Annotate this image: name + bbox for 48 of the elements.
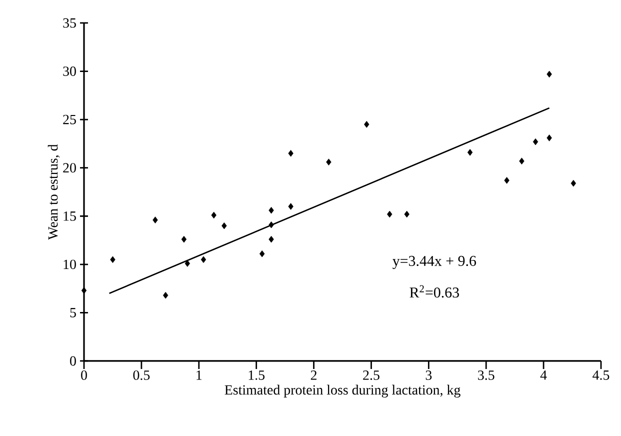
point [519,158,524,164]
point [467,148,473,156]
point [288,203,294,210]
x-tick-label: 1.5 [248,370,265,380]
x-tick-label: 2.5 [363,370,380,380]
y-tick-label: 10 [64,260,76,270]
y-tick-label: 5 [70,308,76,318]
point [184,260,190,267]
point [81,287,87,294]
annotation: y=3.44x + 9.6 [392,256,476,270]
point [268,221,274,228]
point [570,180,576,187]
point [546,134,552,142]
point [288,150,294,157]
point [259,250,265,258]
point [504,176,510,184]
x-tick-label: 3 [426,370,432,380]
point [546,70,552,78]
point [387,210,392,218]
point [211,212,216,219]
x-tick-label: 2 [310,370,316,380]
x-axis-title: Estimated protein loss during lactation, kg [224,384,460,398]
y-tick-label: 35 [63,18,76,28]
annotation: R$^{2}$=0.63 [410,285,459,298]
point [162,292,168,299]
point [200,256,206,263]
x-tick-label: 0 [81,370,87,380]
point [326,158,332,166]
point [222,222,227,230]
x-tick-label: 0.5 [133,370,150,380]
x-tick-label: 4.5 [592,370,610,380]
point [268,206,274,214]
point [532,138,538,146]
y-axis-title: Wean to estrus, d [48,144,60,240]
y-tick-label: 30 [63,66,76,76]
y-tick-label: 15 [64,211,76,221]
point [404,210,410,218]
point [152,216,158,224]
point [181,236,187,243]
y-tick-label: 25 [63,114,76,124]
x-tick-label: 4 [540,370,547,380]
y-tick-label: 20 [63,163,76,173]
point [110,256,116,263]
point [268,236,274,243]
x-tick-label: 1 [196,370,202,380]
point [364,120,370,128]
y-tick-label: 0 [70,356,76,366]
x-tick-label: 3.5 [478,370,494,380]
